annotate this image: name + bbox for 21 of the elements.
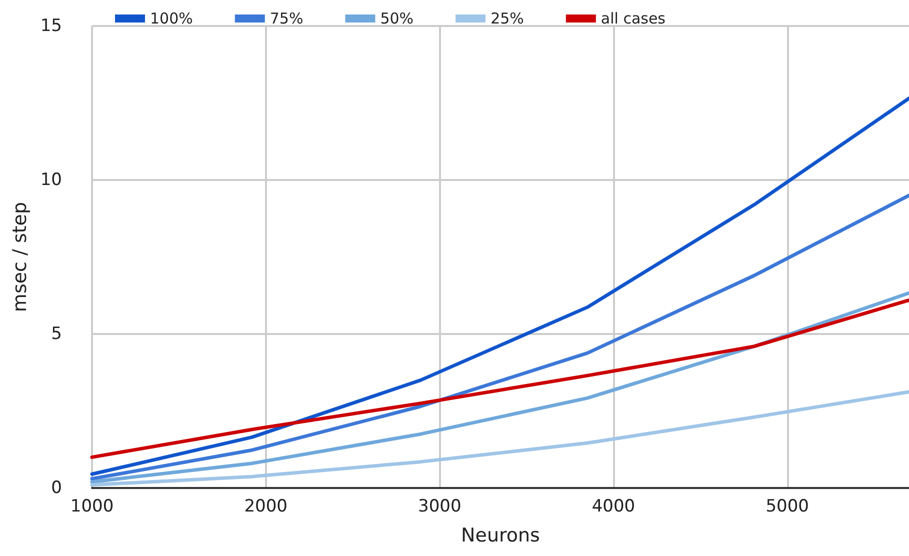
x-tick-label: 5000 bbox=[766, 496, 809, 516]
y-tick-label: 5 bbox=[51, 324, 62, 344]
x-tick-label: 3000 bbox=[418, 496, 462, 516]
legend-label: 50% bbox=[380, 10, 414, 28]
x-tick-label: 2000 bbox=[244, 496, 288, 516]
y-tick-label: 15 bbox=[40, 16, 62, 36]
line-series bbox=[90, 194, 909, 481]
legend-label: 100% bbox=[150, 10, 193, 28]
y-tick-label: 10 bbox=[40, 170, 62, 190]
legend-label: all cases bbox=[600, 10, 666, 28]
x-tick-label: 1000 bbox=[70, 496, 114, 516]
line-series bbox=[90, 298, 909, 459]
y-axis-title: msec / step bbox=[8, 202, 31, 312]
x-tick-label: 4000 bbox=[592, 496, 636, 516]
line-series bbox=[90, 291, 909, 484]
legend-label: 25% bbox=[490, 10, 524, 28]
x-axis-title: Neurons bbox=[461, 524, 540, 546]
line-series bbox=[90, 96, 909, 476]
line-series bbox=[90, 390, 909, 487]
y-tick-label: 0 bbox=[51, 478, 62, 498]
legend-label: 75% bbox=[270, 10, 304, 28]
